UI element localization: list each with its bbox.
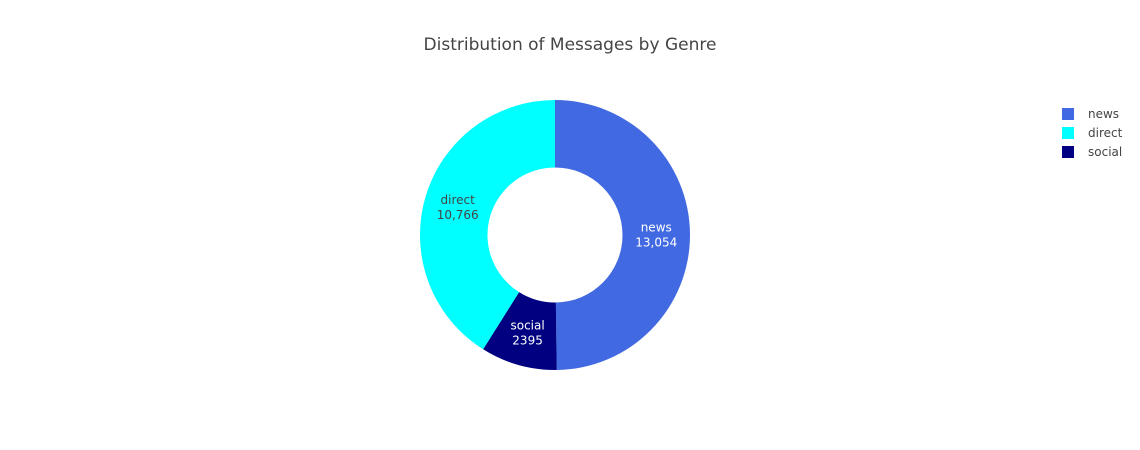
legend[interactable]: news direct social bbox=[1062, 107, 1123, 159]
slice-label-name: social bbox=[510, 318, 544, 332]
legend-label: social bbox=[1088, 145, 1122, 159]
legend-item-direct[interactable]: direct bbox=[1062, 126, 1123, 140]
legend-item-social[interactable]: social bbox=[1062, 145, 1122, 159]
pie-slice-news[interactable] bbox=[555, 100, 690, 370]
slice-label-value: 10,766 bbox=[437, 208, 479, 222]
pie-slice-social[interactable] bbox=[483, 292, 557, 370]
legend-label: direct bbox=[1088, 126, 1123, 140]
slice-labels: news 13,054 social 2395 direct 10,766 bbox=[437, 193, 678, 348]
legend-swatch bbox=[1062, 127, 1074, 139]
slice-label-news: news 13,054 bbox=[635, 220, 677, 249]
slice-label-social: social 2395 bbox=[510, 318, 544, 347]
chart-title: Distribution of Messages by Genre bbox=[424, 35, 717, 55]
legend-label: news bbox=[1088, 107, 1119, 121]
slice-label-direct: direct 10,766 bbox=[437, 193, 479, 222]
slice-label-name: direct bbox=[441, 193, 476, 207]
legend-swatch bbox=[1062, 146, 1074, 158]
legend-swatch bbox=[1062, 108, 1074, 120]
slice-label-name: news bbox=[641, 220, 672, 234]
pie-slice-direct[interactable] bbox=[420, 100, 555, 350]
legend-item-news[interactable]: news bbox=[1062, 107, 1119, 121]
pie-slices bbox=[420, 100, 690, 370]
slice-label-value: 13,054 bbox=[635, 235, 677, 249]
slice-label-value: 2395 bbox=[512, 333, 543, 347]
